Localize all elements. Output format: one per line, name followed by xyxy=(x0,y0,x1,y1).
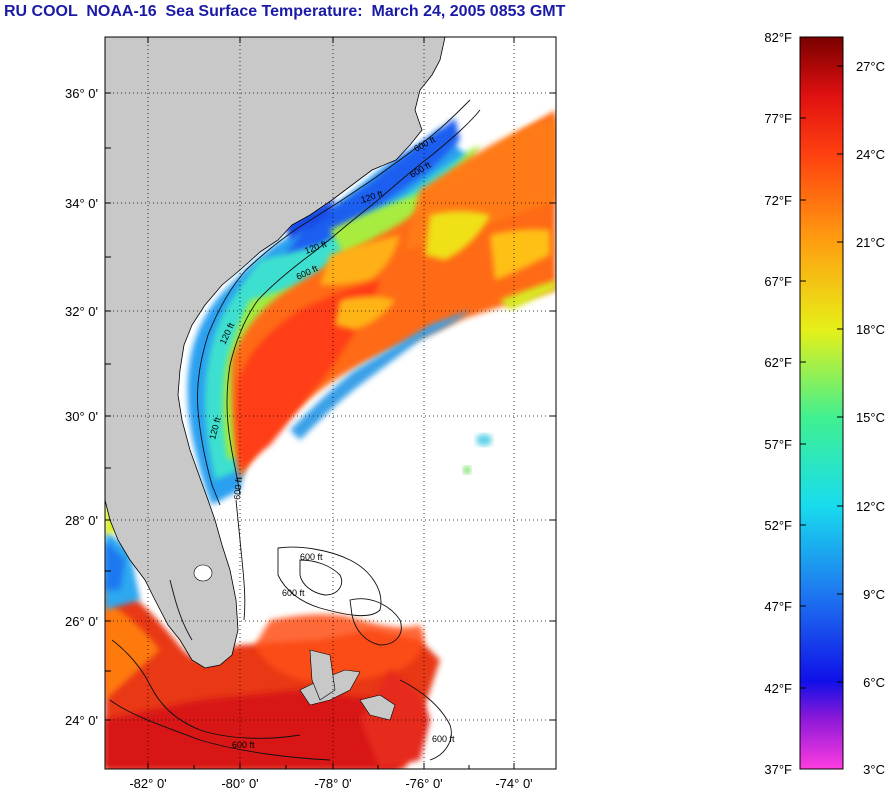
lat-tick-label: 24° 0' xyxy=(65,713,98,728)
contour-label: 600 ft xyxy=(300,552,323,562)
celsius-label: 6°C xyxy=(863,675,885,690)
lat-tick-label: 30° 0' xyxy=(65,409,98,424)
temperature-colorbar: 82°F 77°F 72°F 67°F 62°F 57°F 52°F 47°F … xyxy=(764,30,885,777)
fahrenheit-label: 67°F xyxy=(764,274,792,289)
lat-tick-label: 32° 0' xyxy=(65,304,98,319)
fahrenheit-label: 47°F xyxy=(764,599,792,614)
lon-tick-label: -82° 0' xyxy=(129,776,166,791)
lat-tick-label: 36° 0' xyxy=(65,86,98,101)
land xyxy=(105,37,446,721)
fahrenheit-label: 77°F xyxy=(764,111,792,126)
contour-label: 600 ft xyxy=(232,740,255,750)
fahrenheit-label: 37°F xyxy=(764,762,792,777)
map-frame xyxy=(104,36,557,770)
fahrenheit-label: 82°F xyxy=(764,30,792,45)
colorbar-ticks xyxy=(800,36,843,689)
celsius-labels: 27°C 24°C 21°C 18°C 15°C 12°C 9°C 6°C 3°… xyxy=(856,59,885,777)
contour-label: 600 ft xyxy=(432,734,455,744)
contour-label: 600 ft xyxy=(282,588,305,598)
colorbar-gradient xyxy=(799,36,844,770)
celsius-label: 21°C xyxy=(856,235,885,250)
lon-tick-label: -80° 0' xyxy=(221,776,258,791)
contour-label: 600 ft xyxy=(232,476,244,500)
fahrenheit-label: 57°F xyxy=(764,437,792,452)
axis-ticks xyxy=(105,37,556,769)
lat-tick-label: 34° 0' xyxy=(65,196,98,211)
celsius-label: 3°C xyxy=(863,762,885,777)
depth-contours xyxy=(109,99,481,761)
fahrenheit-label: 62°F xyxy=(764,355,792,370)
map-title: RU COOL NOAA-16 Sea Surface Temperature:… xyxy=(4,3,566,20)
sst-field xyxy=(105,110,556,769)
celsius-label: 15°C xyxy=(856,410,885,425)
celsius-label: 12°C xyxy=(856,499,885,514)
lon-tick-label: -78° 0' xyxy=(314,776,351,791)
celsius-label: 24°C xyxy=(856,147,885,162)
map-area: 120 ft 600 ft 120 ft 600 ft 120 ft 600 f… xyxy=(105,37,556,769)
fahrenheit-label: 72°F xyxy=(764,193,792,208)
lat-tick-label: 26° 0' xyxy=(65,614,98,629)
fahrenheit-label: 42°F xyxy=(764,681,792,696)
lon-tick-label: -74° 0' xyxy=(495,776,532,791)
lon-tick-label: -76° 0' xyxy=(405,776,442,791)
longitude-labels: -82° 0' -80° 0' -78° 0' -76° 0' -74° 0' xyxy=(129,776,532,791)
celsius-label: 27°C xyxy=(856,59,885,74)
fahrenheit-label: 52°F xyxy=(764,518,792,533)
celsius-label: 18°C xyxy=(856,322,885,337)
fahrenheit-labels: 82°F 77°F 72°F 67°F 62°F 57°F 52°F 47°F … xyxy=(764,30,792,777)
lat-tick-label: 28° 0' xyxy=(65,513,98,528)
latitude-labels: 24° 0' 26° 0' 28° 0' 30° 0' 32° 0' 34° 0… xyxy=(65,86,98,728)
celsius-label: 9°C xyxy=(863,587,885,602)
